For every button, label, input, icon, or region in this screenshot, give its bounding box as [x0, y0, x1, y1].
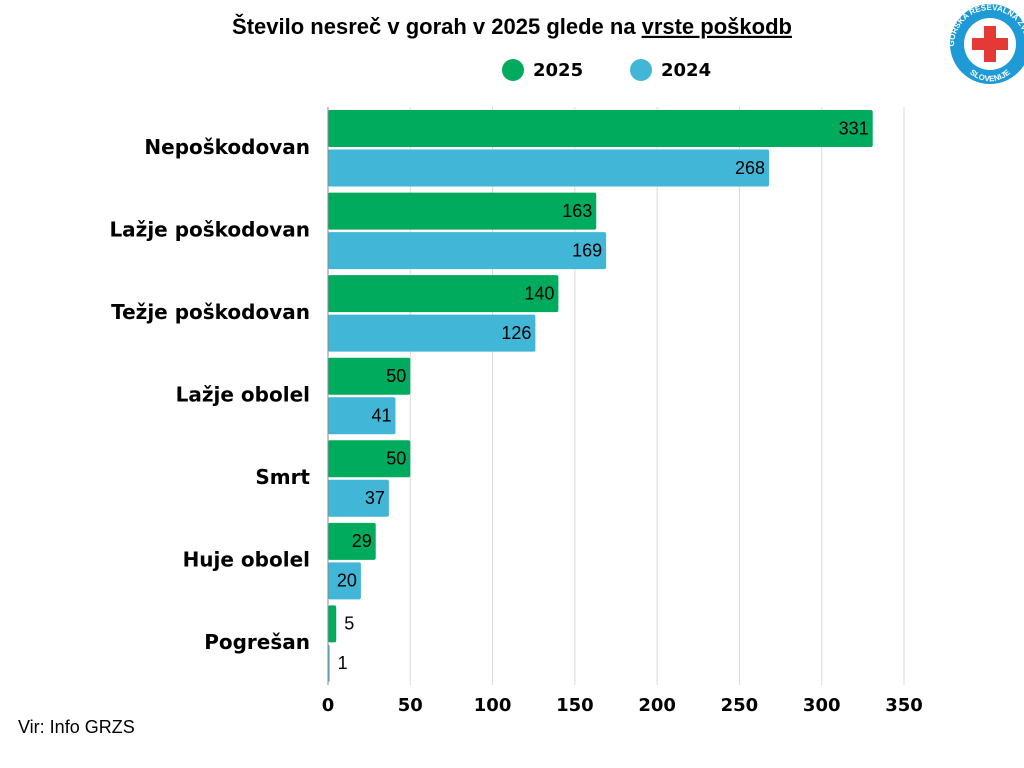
y-tick-label: Smrt — [255, 465, 310, 489]
value-label: 50 — [386, 449, 406, 469]
y-tick-label: Lažje poškodovan — [109, 217, 310, 241]
value-label: 331 — [839, 118, 869, 138]
value-label: 5 — [344, 614, 354, 634]
x-tick-label: 150 — [556, 695, 594, 716]
value-label: 140 — [524, 283, 554, 303]
x-tick-label: 200 — [638, 695, 676, 716]
chart-title-emphasis: vrste poškodb — [642, 14, 792, 39]
logo: GORSKA REŠEVALNA ZVEZA SLOVENIJE — [947, 3, 1024, 84]
bar — [328, 110, 873, 147]
value-label: 41 — [371, 405, 391, 425]
legend-swatch — [502, 59, 524, 81]
x-tick-label: 300 — [803, 695, 841, 716]
legend-label: 2025 — [533, 60, 583, 81]
bar — [328, 562, 361, 600]
x-tick-label: 350 — [885, 695, 923, 716]
x-tick-label: 50 — [398, 695, 423, 716]
bar — [328, 192, 597, 230]
value-label: 169 — [572, 240, 602, 260]
y-tick-label: Pogrešan — [204, 630, 310, 654]
value-label: 29 — [352, 531, 372, 551]
y-tick-label: Nepoškodovan — [144, 135, 310, 159]
bar — [328, 440, 411, 478]
x-tick-label: 100 — [474, 695, 512, 716]
bar — [328, 479, 389, 517]
value-label: 50 — [386, 366, 406, 386]
x-tick-label: 0 — [322, 695, 335, 716]
bar — [328, 397, 396, 435]
bar — [328, 232, 607, 270]
value-label: 20 — [337, 571, 357, 591]
y-tick-label: Težje poškodovan — [111, 300, 310, 324]
chart-title: Število nesreč v gorah v 2025 glede na — [232, 14, 636, 39]
source: Vir: Info GRZS — [18, 717, 135, 737]
y-tick-label: Lažje obolel — [176, 383, 310, 407]
bar — [328, 605, 337, 643]
bar — [328, 275, 559, 313]
bar — [328, 357, 411, 395]
x-tick-label: 250 — [721, 695, 759, 716]
legend-label: 2024 — [661, 60, 711, 81]
logo-cross — [972, 26, 1008, 62]
value-label: 268 — [735, 158, 765, 178]
legend-swatch — [630, 59, 652, 81]
y-tick-label: Huje obolel — [183, 548, 310, 572]
value-label: 163 — [562, 201, 592, 221]
value-label: 37 — [365, 488, 385, 508]
bar — [328, 149, 770, 187]
value-label: 126 — [501, 323, 531, 343]
bar — [328, 314, 536, 352]
bar — [328, 522, 376, 560]
value-label: 1 — [338, 653, 348, 673]
